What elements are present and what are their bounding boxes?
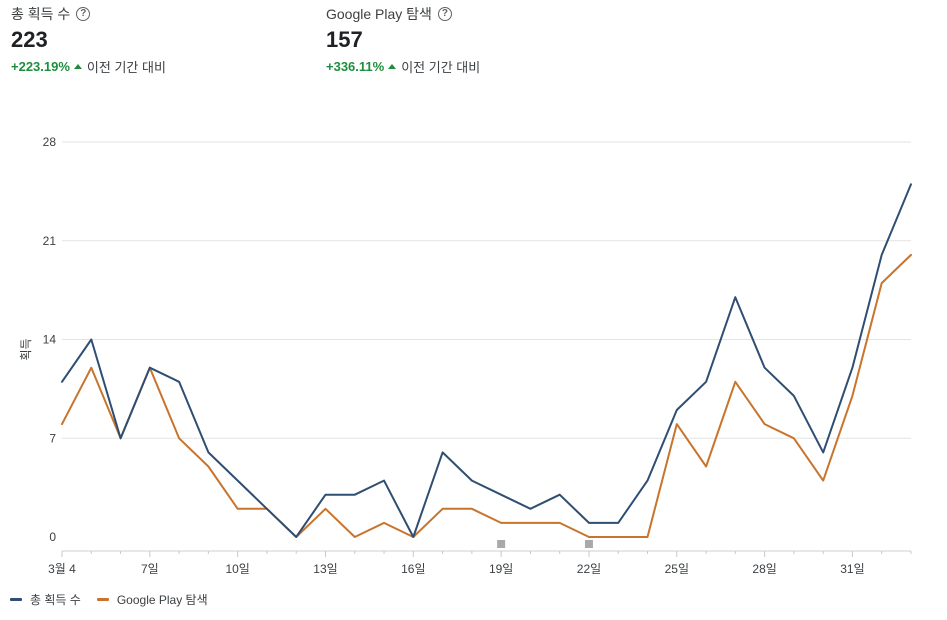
metric-change: +223.19% 이전 기간 대비 (11, 57, 166, 76)
annotation-marker (584, 540, 593, 548)
x-tick-label: 28일 (752, 562, 776, 576)
metric-change: +336.11% 이전 기간 대비 (326, 57, 480, 76)
y-tick-label: 14 (43, 333, 57, 347)
metric-label: Google Play 탐색 (326, 6, 432, 22)
y-axis-label: 획득 (19, 338, 33, 360)
chart-legend: 총 획득 수 Google Play 탐색 (10, 591, 224, 608)
annotation-marker (497, 540, 506, 548)
series-line (61, 253, 912, 538)
x-tick-label: 31일 (840, 562, 864, 576)
x-tick-label: 16일 (401, 562, 425, 576)
metric-total-acquisitions: 총 획득 수 ? 223 +223.19% 이전 기간 대비 (11, 4, 166, 76)
y-tick-label: 28 (43, 135, 57, 149)
x-tick-label: 22일 (577, 562, 601, 576)
x-tick-label: 13일 (313, 562, 337, 576)
arrow-up-icon (388, 64, 397, 69)
metric-value: 157 (326, 27, 363, 52)
legend-item-total[interactable]: 총 획득 수 (10, 591, 81, 608)
line-chart[interactable]: 0 7 14 21 28 획득 3월 4 7일 10일 13일 16일 19일 22일 25일 28일 31일 (0, 0, 947, 590)
change-text: 이전 기간 대비 (86, 60, 166, 75)
help-icon[interactable]: ? (76, 7, 91, 21)
metric-value: 223 (11, 27, 48, 52)
legend-swatch (10, 598, 22, 601)
x-tick-label: 7일 (141, 562, 159, 576)
y-tick-label: 21 (43, 234, 57, 248)
x-tick-label: 3월 4 (48, 562, 76, 576)
arrow-up-icon (73, 64, 82, 69)
y-tick-label: 7 (49, 431, 56, 445)
metric-label: 총 획득 수 (11, 6, 71, 22)
legend-swatch (96, 598, 109, 601)
x-tick-label: 10일 (225, 562, 249, 576)
legend-item-google-play[interactable]: Google Play 탐색 (96, 591, 208, 608)
legend-label: Google Play 탐색 (116, 593, 208, 607)
legend-label: 총 획득 수 (30, 593, 81, 607)
change-percent: +223.19% (11, 59, 70, 74)
series-line (61, 183, 912, 538)
y-tick-label: 0 (49, 530, 56, 544)
help-icon[interactable]: ? (437, 7, 452, 21)
x-tick-label: 25일 (665, 562, 689, 576)
metric-google-play-explore: Google Play 탐색 ? 157 +336.11% 이전 기간 대비 (326, 4, 480, 76)
change-text: 이전 기간 대비 (401, 60, 481, 75)
change-percent: +336.11% (326, 59, 385, 74)
x-tick-label: 19일 (489, 562, 513, 576)
